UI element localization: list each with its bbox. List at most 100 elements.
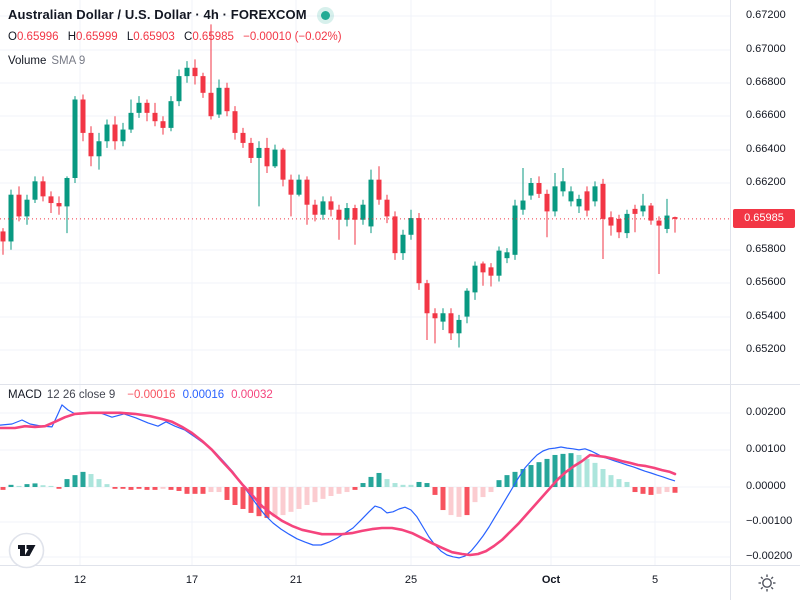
- macd-histogram-bar: [136, 487, 142, 489]
- axis-label: 0.66600: [746, 109, 786, 121]
- candle-body: [424, 283, 430, 314]
- candle-body: [80, 99, 86, 133]
- macd-line-value: 0.00016: [182, 389, 225, 401]
- macd-histogram-bar: [488, 487, 494, 493]
- macd-chart[interactable]: [0, 384, 730, 565]
- candle-body: [0, 231, 6, 242]
- market-status-dot: [320, 11, 330, 21]
- candle-body: [272, 149, 278, 167]
- macd-histogram-bar: [400, 484, 406, 487]
- macd-histogram-bar: [632, 487, 638, 493]
- macd-histogram-bar: [304, 487, 310, 505]
- candle-body: [584, 191, 590, 211]
- macd-histogram-bar: [80, 471, 86, 487]
- macd-histogram-bar: [640, 487, 646, 494]
- macd-histogram-bar: [608, 475, 614, 487]
- price-axis[interactable]: 0.67200 0.67000 0.66800 0.66600 0.66400 0.662…: [731, 0, 800, 565]
- macd-name: MACD: [8, 389, 42, 401]
- candle-body: [48, 196, 54, 204]
- candle-body: [592, 186, 598, 202]
- macd-indicator-pane[interactable]: [0, 384, 730, 565]
- macd-histogram-bar: [384, 479, 390, 487]
- candle-body: [656, 220, 662, 226]
- macd-histogram-bar: [232, 487, 238, 505]
- macd-histogram-bar: [152, 487, 158, 490]
- symbol-title-row[interactable]: Australian Dollar / U.S. Dollar · 4h · F…: [8, 7, 330, 22]
- candle-body: [24, 199, 30, 217]
- volume-legend[interactable]: Volume SMA 9: [8, 55, 85, 67]
- candle-body: [560, 181, 566, 192]
- candle-body: [608, 217, 614, 226]
- candle-body: [552, 186, 558, 212]
- candle-body: [16, 194, 22, 217]
- candle-body: [504, 252, 510, 259]
- time-axis-label: 17: [185, 574, 199, 586]
- macd-histogram-bar: [376, 472, 382, 487]
- candle-body: [256, 147, 262, 158]
- macd-histogram-bar: [368, 476, 374, 487]
- macd-histogram-bar: [560, 453, 566, 487]
- candle-body: [88, 132, 94, 157]
- macd-histogram-bar: [264, 487, 270, 518]
- macd-histogram-bar: [592, 462, 598, 487]
- candle-body: [432, 313, 438, 319]
- candle-body: [600, 183, 606, 219]
- candle-body: [280, 149, 286, 180]
- macd-histogram-bar: [96, 479, 102, 487]
- theme-sun-icon[interactable]: [756, 572, 778, 594]
- candle-body: [464, 290, 470, 317]
- time-axis-label: Oct: [541, 574, 561, 586]
- time-axis[interactable]: 12 17 21 25 Oct 5: [0, 566, 800, 600]
- macd-histogram-bar: [40, 485, 46, 487]
- macd-histogram-bar: [440, 487, 446, 511]
- candle-body: [176, 76, 182, 102]
- macd-histogram-bar: [296, 487, 302, 509]
- candle-body: [56, 203, 62, 207]
- macd-histogram-bar: [432, 487, 438, 495]
- candle-body: [576, 198, 582, 207]
- macd-histogram-bar: [192, 487, 198, 494]
- candle-body: [264, 147, 270, 167]
- macd-histogram-bar: [424, 483, 430, 487]
- macd-histogram-bar: [408, 484, 414, 487]
- macd-histogram-bar: [88, 474, 94, 487]
- macd-signal-value: 0.00032: [231, 389, 273, 401]
- axis-label: −0.00100: [746, 515, 793, 527]
- macd-params: 12 26 close 9: [46, 389, 116, 401]
- macd-legend[interactable]: MACD 12 26 close 9 −0.00016 0.00016 0.00032: [8, 389, 273, 401]
- macd-histogram-bar: [336, 487, 342, 494]
- pane-divider[interactable]: [0, 384, 800, 385]
- macd-histogram-bar: [24, 484, 30, 487]
- price-chart-pane[interactable]: [0, 0, 730, 384]
- candlestick-chart[interactable]: [0, 0, 730, 384]
- macd-histogram-bar: [288, 487, 294, 512]
- macd-histogram-bar: [568, 453, 574, 487]
- macd-histogram-bar: [320, 487, 326, 499]
- macd-histogram-bar: [312, 487, 318, 503]
- candle-body: [304, 179, 310, 205]
- axis-label: 0.00200: [746, 406, 786, 418]
- macd-histogram-bar: [392, 483, 398, 487]
- candle-body: [416, 218, 422, 284]
- tradingview-logo[interactable]: [8, 532, 45, 569]
- macd-histogram-bar: [272, 487, 278, 517]
- candle-body: [376, 179, 382, 200]
- macd-histogram-bar: [504, 475, 510, 487]
- axis-label: 0.65600: [746, 276, 786, 288]
- candle-body: [496, 250, 502, 276]
- candle-body: [472, 265, 478, 293]
- time-axis-label: 21: [289, 574, 303, 586]
- axis-label: 0.65800: [746, 243, 786, 255]
- candle-body: [312, 204, 318, 215]
- price-axis-divider[interactable]: [730, 0, 731, 600]
- candle-body: [200, 76, 206, 93]
- candle-body: [128, 112, 134, 130]
- candle-body: [72, 99, 78, 178]
- candle-body: [336, 209, 342, 220]
- volume-sma-label: SMA 9: [51, 55, 86, 67]
- macd-histogram-bar: [656, 487, 662, 494]
- macd-histogram-bar: [600, 469, 606, 487]
- symbol-title: Australian Dollar / U.S. Dollar · 4h · F…: [8, 7, 307, 22]
- open-label: O: [8, 31, 17, 43]
- axis-label: −0.00200: [746, 550, 793, 562]
